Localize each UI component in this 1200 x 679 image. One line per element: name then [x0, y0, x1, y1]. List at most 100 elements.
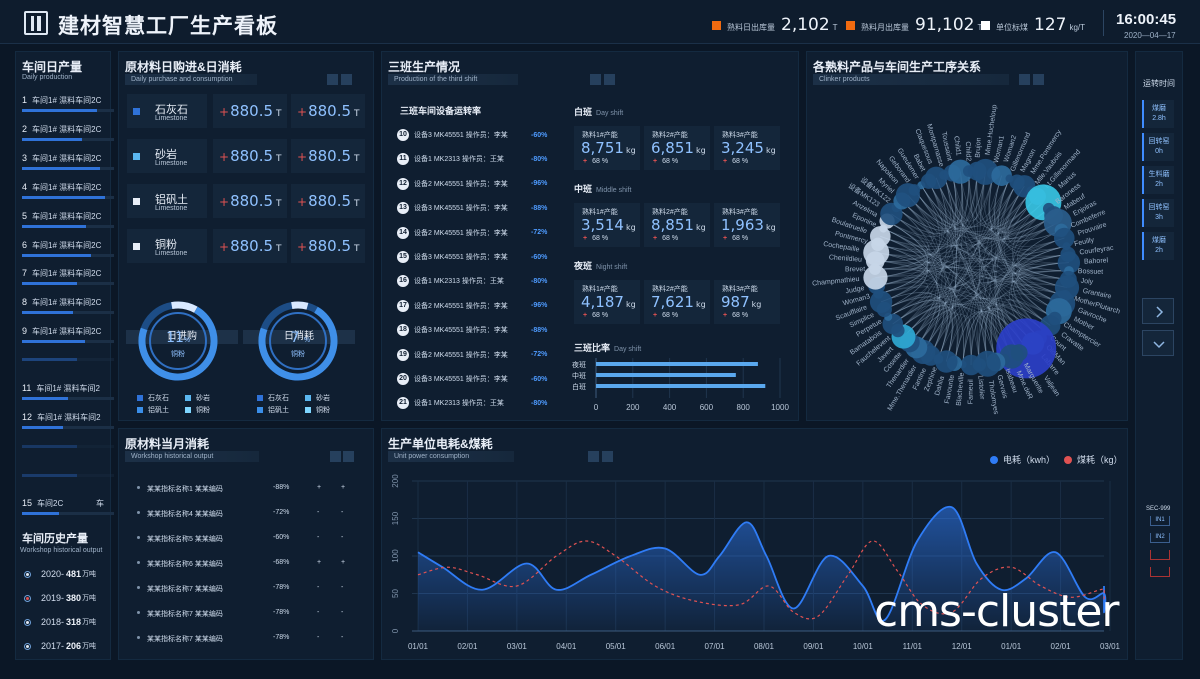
relationship-link: [928, 181, 957, 362]
material-cn: 铜粉: [155, 239, 177, 251]
runtime-item[interactable]: 回转窑 0h: [1142, 133, 1174, 161]
next-button[interactable]: [1142, 298, 1174, 324]
relationship-link: [880, 185, 940, 303]
relationship-link: [989, 173, 1068, 288]
bullet-icon: [137, 586, 140, 589]
relationship-link: [962, 186, 1025, 365]
relationship-link: [988, 190, 1032, 363]
panel-button[interactable]: [330, 451, 341, 462]
panel-button[interactable]: [604, 74, 615, 85]
capacity-label: 熟料3#产能: [722, 286, 758, 293]
daily-progress-bar: [22, 254, 114, 257]
panel-subtitle: Workshop historical output: [125, 451, 259, 462]
daily-item-label: 车间1# 濕料车间2C: [32, 96, 102, 105]
runtime-item[interactable]: 回转窑 3h: [1142, 199, 1174, 227]
panel-button[interactable]: [343, 451, 354, 462]
capacity-value: 987: [721, 293, 750, 311]
shift-en: Day shift: [596, 110, 624, 117]
relationship-link: [978, 171, 989, 364]
legend-label: 石灰石: [268, 395, 289, 402]
equipment-pct: -88%: [531, 204, 548, 212]
relationship-link: [1000, 181, 1049, 234]
monthly-sign-a: -: [317, 609, 320, 616]
plus-sign: +: [297, 105, 308, 119]
daily-item-no: 4: [22, 182, 28, 192]
daily-progress-bar: [22, 167, 114, 170]
daily-item-label: 车间1# 濕料车间2: [37, 413, 101, 422]
stat-color-icon: [981, 21, 990, 30]
relationship-link: [888, 299, 953, 362]
equipment-text: 设备3 MK45551 操作员：李某: [414, 376, 508, 383]
legend-item: 铜粉: [305, 405, 330, 415]
history-year: 2018-: [41, 617, 65, 627]
runtime-item[interactable]: 煤磨 2.8h: [1142, 100, 1174, 128]
relationship-link: [892, 302, 1005, 360]
capacity-value: 3,514: [581, 216, 624, 234]
history-dot-icon: [24, 570, 31, 578]
panel-button[interactable]: [590, 74, 601, 85]
plus-sign: +: [653, 235, 658, 242]
relationship-link: [891, 171, 970, 234]
ratio-bar: [596, 384, 766, 388]
runtime-value: 0h: [1155, 148, 1163, 155]
daily-item-text: 1 车间1# 濕料车间2C: [22, 95, 114, 106]
relationship-link: [935, 177, 1068, 288]
capacity-pct: 68 %: [662, 312, 679, 319]
power-series-line: [417, 505, 1107, 622]
power-x-tick: 12/01: [952, 642, 973, 651]
io-tag: [1150, 550, 1170, 560]
panel-button[interactable]: [341, 74, 352, 85]
power-x-tick: 05/01: [606, 642, 627, 651]
capacity-unit: kg: [751, 300, 762, 309]
material-unit: T: [354, 154, 360, 164]
relationship-link: [892, 254, 1069, 325]
daily-item-text: 7 车间1# 濕料车间2C: [22, 268, 114, 279]
material-value-1: +880.5 T: [213, 229, 287, 263]
daily-progress-bar: [22, 311, 114, 314]
runtime-value: 2h: [1155, 181, 1163, 188]
relationship-link: [896, 206, 954, 362]
donut-value: 7: [291, 330, 300, 346]
product-node-label: Brevet: [845, 266, 865, 273]
legend-item: 砂岩: [185, 393, 210, 403]
monthly-consumption-panel: 原材料当月消耗 Workshop historical output 某某指标名…: [118, 428, 374, 660]
equipment-title: 三班车间设备运转率: [400, 106, 482, 116]
panel-button[interactable]: [327, 74, 338, 85]
relationship-link: [875, 171, 978, 262]
material-amount: 880.5: [230, 102, 274, 120]
down-button[interactable]: [1142, 330, 1174, 356]
legend-item: 石灰石: [137, 393, 169, 403]
daily-item-label: 车间2C: [37, 499, 64, 508]
relationship-link: [876, 228, 927, 258]
history-unit: 万吨: [82, 595, 97, 602]
panel-button[interactable]: [602, 451, 613, 462]
relationship-link: [901, 200, 1063, 304]
relationship-link: [880, 292, 944, 356]
runtime-value: 3h: [1155, 214, 1163, 221]
legend-label: 砂岩: [196, 395, 210, 402]
panel-button[interactable]: [588, 451, 599, 462]
power-line-chart: 0 50 100 150 200 01/01 02/01 03/01 04/01 05/01 06/…: [391, 474, 1121, 651]
panel-button[interactable]: [1019, 74, 1030, 85]
runtime-item[interactable]: 煤磨 2h: [1142, 232, 1174, 260]
relationship-link: [970, 178, 1010, 365]
relationship-link: [921, 185, 1058, 240]
daily-item: 2 车间1# 濕料车间2C: [22, 124, 114, 141]
relationship-link: [928, 181, 1046, 333]
relationship-link: [897, 222, 1058, 331]
runtime-item[interactable]: 生料磨 2h: [1142, 166, 1174, 194]
relationship-link: [1017, 222, 1069, 280]
material-amount: 880.5: [230, 192, 274, 210]
relationship-link: [876, 252, 1063, 304]
capacity-pct: 68 %: [732, 158, 749, 165]
capacity-unit: kg: [625, 300, 636, 309]
legend-label: 铝矾土: [268, 407, 289, 414]
capacity-unit: kg: [625, 146, 636, 155]
panel-button[interactable]: [1033, 74, 1044, 85]
capacity-pct-wrap: +68 %: [653, 235, 678, 242]
relationship-link: [896, 178, 1010, 233]
relationship-link: [997, 178, 1060, 312]
relationship-link: [891, 213, 1069, 272]
relationship-link: [946, 315, 972, 365]
relationship-link: [954, 196, 1038, 364]
